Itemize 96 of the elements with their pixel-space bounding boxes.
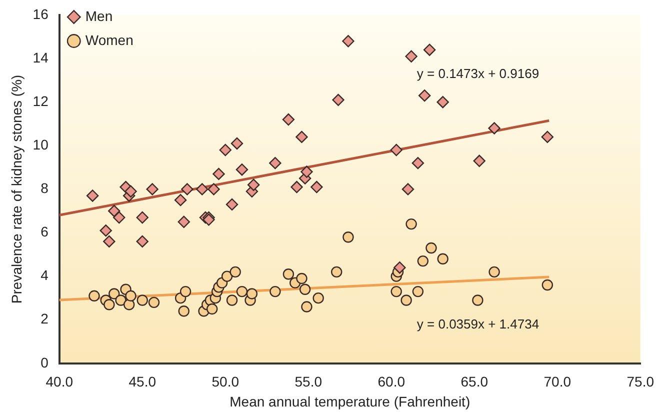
point [212, 168, 225, 180]
point [108, 204, 120, 218]
point [488, 266, 500, 278]
point [178, 216, 190, 228]
y-tick-label: 0 [40, 354, 49, 370]
point [236, 286, 248, 298]
y-tick-label: 6 [40, 224, 49, 240]
point [108, 288, 120, 300]
point [418, 89, 431, 102]
point [146, 183, 158, 196]
point [104, 299, 115, 310]
x-tick-label: 55.0 [294, 374, 322, 390]
point [301, 301, 312, 312]
point [221, 270, 233, 282]
point [148, 296, 160, 308]
point [437, 253, 448, 264]
point [406, 218, 417, 230]
point [417, 255, 429, 267]
point [390, 286, 402, 298]
point [541, 130, 554, 144]
point [180, 286, 192, 298]
point [219, 144, 232, 156]
point [230, 137, 244, 150]
x-tick-label: 45.0 [128, 374, 156, 390]
y-tick-label: 8 [40, 180, 49, 196]
legend-label: Men [85, 8, 113, 24]
point [423, 44, 436, 56]
point [269, 156, 282, 170]
x-tick-label: 70.0 [544, 374, 572, 390]
point [236, 164, 248, 176]
point [542, 279, 554, 291]
y-tick-label: 14 [32, 49, 49, 66]
point [247, 178, 260, 191]
y-tick-label: 12 [32, 92, 49, 109]
y-tick-label: 2 [40, 310, 49, 327]
point [405, 50, 418, 62]
annotation: y = 0.1473x + 0.9169 [416, 66, 540, 82]
point [103, 235, 116, 248]
point [136, 235, 148, 248]
point [342, 35, 354, 48]
point [136, 294, 148, 306]
point [312, 292, 324, 304]
point [426, 242, 437, 254]
point [290, 180, 303, 194]
point [296, 272, 308, 284]
point [473, 154, 486, 167]
point [488, 122, 500, 134]
point [246, 288, 258, 300]
point [136, 211, 148, 224]
point [124, 185, 137, 198]
point [206, 303, 218, 315]
point [202, 214, 215, 226]
point [113, 211, 126, 224]
y-tick-label: 16 [32, 6, 49, 22]
point [196, 183, 208, 196]
y-tick-label: 10 [32, 136, 49, 153]
point [282, 268, 294, 280]
point [412, 156, 424, 170]
y-tick-label: 4 [40, 267, 49, 284]
x-tick-label: 60.0 [378, 374, 406, 390]
point [208, 183, 220, 196]
point [296, 130, 308, 144]
point [400, 294, 412, 306]
point [100, 224, 112, 237]
annotation: y = 0.0359x + 1.4734 [416, 316, 540, 332]
point [115, 294, 126, 306]
x-tick-label: 40.0 [46, 374, 74, 390]
point [270, 286, 281, 298]
x-tick-label: 75.0 [626, 374, 654, 390]
point [342, 232, 354, 243]
point [230, 266, 241, 278]
point [181, 183, 194, 196]
point [299, 284, 311, 295]
legend-label: Women [85, 32, 134, 48]
point [332, 94, 344, 106]
point [300, 166, 313, 178]
point [310, 180, 323, 194]
point [394, 261, 406, 274]
point [436, 96, 449, 108]
point [86, 190, 99, 202]
point [282, 113, 295, 126]
point [402, 183, 414, 196]
x-axis-title: Mean annual temperature (Fahrenheit) [230, 393, 470, 410]
point [390, 144, 402, 156]
x-tick-label: 65.0 [460, 374, 488, 390]
point [412, 286, 424, 298]
point [330, 266, 342, 278]
point [174, 194, 187, 206]
point [88, 290, 100, 302]
x-tick-label: 50.0 [212, 374, 240, 390]
point [472, 294, 484, 306]
point [178, 306, 190, 317]
point [226, 294, 238, 306]
y-axis-title: Prevalence rate of kidney stones (%) [8, 74, 24, 304]
point [226, 198, 238, 211]
point [125, 290, 136, 302]
